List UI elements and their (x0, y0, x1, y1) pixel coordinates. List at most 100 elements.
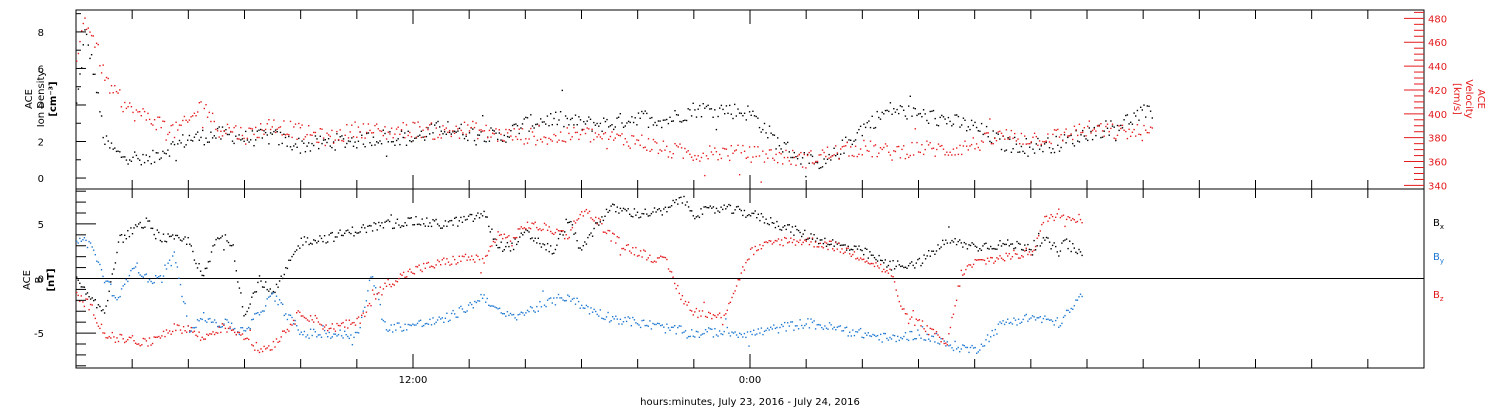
data-point (378, 298, 380, 301)
data-point (617, 116, 620, 118)
data-point (610, 205, 612, 207)
data-point (107, 140, 109, 142)
data-point (851, 143, 853, 146)
data-point (113, 268, 115, 270)
data-point (604, 120, 607, 123)
data-point (226, 123, 229, 126)
data-point (1116, 134, 1119, 136)
data-point (551, 253, 553, 255)
data-point (634, 143, 636, 145)
data-point (900, 305, 902, 307)
data-point (299, 333, 301, 335)
data-point (337, 232, 340, 234)
data-point (934, 155, 936, 157)
data-point (790, 231, 792, 233)
data-point (851, 154, 853, 157)
data-point (260, 123, 262, 125)
data-point (503, 233, 505, 235)
data-point (333, 333, 335, 335)
data-point (1050, 319, 1052, 321)
data-point (245, 130, 247, 133)
data-point (692, 159, 694, 161)
data-point (563, 140, 565, 142)
data-point (366, 132, 368, 135)
data-point (1079, 218, 1082, 221)
data-point (325, 242, 327, 244)
data-point (711, 328, 713, 330)
data-point (326, 141, 328, 144)
data-point (588, 313, 591, 315)
data-point (350, 334, 352, 336)
data-point (702, 103, 704, 105)
data-point (1073, 125, 1076, 127)
data-point (393, 284, 395, 286)
data-point (541, 141, 544, 143)
data-point (450, 219, 453, 222)
data-point (564, 231, 566, 233)
data-point (1090, 132, 1092, 134)
data-point (407, 217, 409, 219)
data-point (833, 249, 835, 252)
data-point (190, 139, 192, 141)
data-point (1065, 309, 1068, 312)
data-point (982, 133, 984, 136)
data-point (434, 124, 436, 126)
data-point (199, 270, 202, 272)
data-point (918, 257, 921, 260)
data-point (739, 208, 741, 210)
data-point (424, 139, 426, 141)
data-point (1058, 255, 1060, 257)
data-point (972, 243, 975, 245)
data-point (976, 246, 978, 248)
data-point (1011, 323, 1014, 325)
data-point (336, 335, 338, 337)
data-point (1007, 239, 1009, 241)
data-point (689, 309, 691, 311)
data-point (601, 216, 603, 218)
data-point (157, 116, 159, 118)
data-point (757, 328, 759, 330)
data-point (697, 215, 699, 217)
data-point (1010, 129, 1013, 132)
data-point (135, 154, 138, 157)
data-point (475, 214, 478, 217)
data-point (965, 268, 967, 271)
data-point (932, 147, 935, 149)
data-point (502, 250, 504, 252)
data-point (354, 121, 356, 123)
data-point (748, 111, 751, 113)
data-point (757, 117, 759, 119)
data-point (168, 259, 171, 261)
data-point (943, 342, 945, 345)
data-point (926, 119, 928, 122)
data-point (390, 324, 392, 326)
data-point (1029, 143, 1031, 145)
data-point (911, 115, 913, 117)
data-point (390, 285, 392, 288)
data-point (1121, 127, 1124, 129)
data-point (82, 44, 84, 46)
data-point (813, 246, 815, 248)
data-point (228, 127, 230, 129)
data-point (422, 129, 424, 131)
data-point (85, 293, 87, 295)
data-point (972, 124, 974, 127)
data-point (539, 301, 541, 303)
data-point (323, 235, 326, 237)
data-point (938, 248, 941, 250)
data-point (571, 226, 574, 229)
data-point (1047, 237, 1049, 239)
data-point (969, 145, 971, 147)
data-point (892, 276, 894, 278)
data-point (1035, 143, 1037, 145)
data-point (229, 326, 231, 328)
data-point (122, 285, 124, 287)
data-point (1040, 143, 1042, 146)
data-point (649, 150, 651, 152)
data-point (1014, 136, 1016, 139)
data-point (292, 319, 295, 322)
data-point (297, 329, 299, 331)
data-point (1138, 133, 1140, 135)
data-point (195, 133, 197, 135)
data-point (841, 330, 843, 332)
